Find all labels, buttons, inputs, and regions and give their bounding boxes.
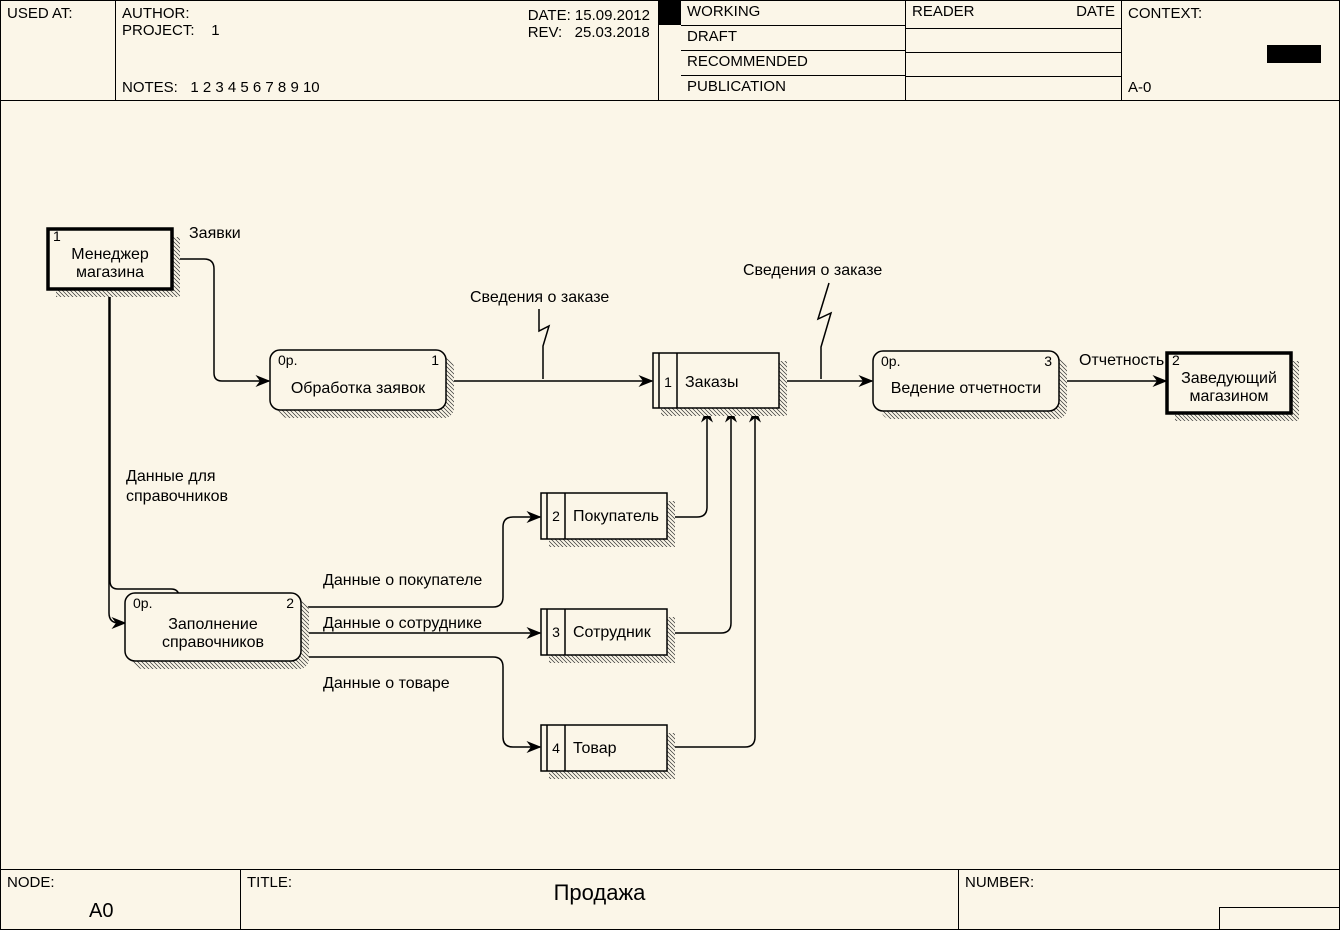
number-label: NUMBER: <box>965 874 1034 891</box>
store-d3-num: 3 <box>552 624 560 640</box>
ext-e1-label1: Менеджер <box>71 246 149 263</box>
diagram-svg: 1 Менеджер магазина 2 Заведующий магазин… <box>1 101 1340 869</box>
act-a1-cost: 0р. <box>278 352 297 368</box>
arrow-label-otchet: Отчетность <box>1079 352 1164 369</box>
used-at-cell: USED AT: <box>1 1 116 100</box>
node-label: NODE: <box>7 874 55 891</box>
rev-label: REV: <box>528 24 562 41</box>
arrow-label-dannye-pokup: Данные о покупателе <box>323 572 482 589</box>
ext-e2-label2: магазином <box>1189 388 1268 405</box>
author-cell: AUTHOR: PROJECT: 1 DATE: 15.09.2012 REV:… <box>116 1 659 100</box>
arrow-label-svedeniya2: Сведения о заказе <box>743 262 882 279</box>
author-label: AUTHOR: <box>122 5 190 22</box>
header: USED AT: AUTHOR: PROJECT: 1 DATE: 15.09.… <box>1 1 1339 101</box>
store-d2-num: 2 <box>552 508 560 524</box>
publication-cell: PUBLICATION <box>681 76 906 100</box>
ext-e1-num: 1 <box>53 228 61 244</box>
node-value: A0 <box>89 900 113 923</box>
arrow-label-dannye-tovar: Данные о товаре <box>323 675 450 692</box>
ext-e2-num: 2 <box>1172 352 1180 368</box>
store-d2-label: Покупатель <box>573 508 659 525</box>
date-label: DATE: <box>528 7 571 24</box>
notes-label: NOTES: <box>122 79 178 96</box>
context-node: A-0 <box>1128 79 1151 96</box>
status-col: WORKING DRAFT RECOMMENDED PUBLICATION <box>681 1 906 100</box>
ext-e2-label1: Заведующий <box>1181 370 1277 387</box>
date-value: 15.09.2012 <box>575 7 650 24</box>
act-a3-cost: 0р. <box>881 353 900 369</box>
idef0-page: USED AT: AUTHOR: PROJECT: 1 DATE: 15.09.… <box>0 0 1340 930</box>
node-cell: NODE: A0 <box>1 870 241 929</box>
draft-cell: DRAFT <box>681 26 906 51</box>
store-d3-label: Сотрудник <box>573 624 652 641</box>
store-d4-num: 4 <box>552 740 560 756</box>
number-box <box>1219 907 1339 929</box>
context-black-box <box>1267 45 1321 63</box>
arrow-label-dannye1a: Данные для <box>126 468 216 485</box>
rev-value: 25.03.2018 <box>575 24 650 41</box>
store-d1-num: 1 <box>664 374 672 390</box>
store-d4-label: Товар <box>573 740 617 757</box>
arrow-label-dannye-sotr: Данные о сотруднике <box>323 615 482 632</box>
notes-values: 1 2 3 4 5 6 7 8 9 10 <box>190 79 319 96</box>
date-col-label: DATE <box>1076 3 1115 26</box>
context-cell: CONTEXT: A-0 <box>1122 1 1339 100</box>
project-value: 1 <box>211 22 219 39</box>
used-at-label: USED AT: <box>7 5 109 22</box>
reader-label: READER <box>912 3 975 26</box>
diagram-canvas: 1 Менеджер магазина 2 Заведующий магазин… <box>1 101 1339 869</box>
project-label: PROJECT: <box>122 22 195 39</box>
act-a1-label: Обработка заявок <box>291 380 426 397</box>
act-a2-label1: Заполнение <box>168 616 258 633</box>
working-cell: WORKING <box>681 1 906 26</box>
title-label: TITLE: <box>247 874 292 891</box>
title-value: Продажа <box>554 880 646 906</box>
act-a1-num: 1 <box>431 352 439 368</box>
arrow-label-dannye1b: справочников <box>126 488 228 505</box>
act-a3-num: 3 <box>1044 353 1052 369</box>
title-cell: TITLE: Продажа <box>241 870 959 929</box>
arrow-label-svedeniya1: Сведения о заказе <box>470 289 609 306</box>
arrow-label-zayavki: Заявки <box>189 225 241 242</box>
ext-e1-label2: магазина <box>76 264 144 281</box>
footer: NODE: A0 TITLE: Продажа NUMBER: <box>1 869 1339 929</box>
act-a3-label: Ведение отчетности <box>891 380 1041 397</box>
status-marker <box>659 1 681 25</box>
act-a2-num: 2 <box>286 595 294 611</box>
reader-col: READER DATE <box>906 1 1122 100</box>
number-cell: NUMBER: <box>959 870 1339 929</box>
act-a2-cost: 0р. <box>133 595 152 611</box>
context-label: CONTEXT: <box>1128 5 1333 22</box>
act-a2-label2: справочников <box>162 634 264 651</box>
store-d1-label: Заказы <box>685 374 738 391</box>
recommended-cell: RECOMMENDED <box>681 51 906 76</box>
